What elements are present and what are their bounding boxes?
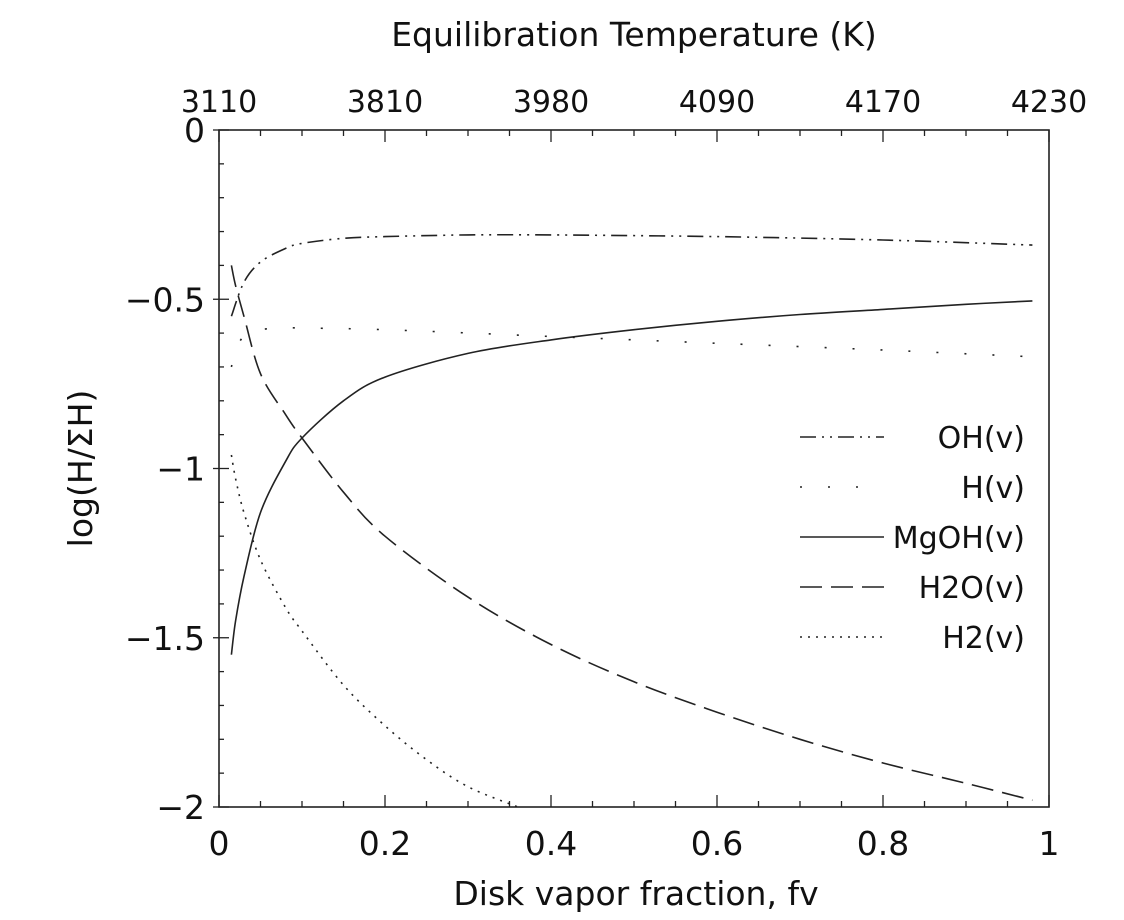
series-line-mgoh-v xyxy=(230,300,1033,655)
legend: OH(v) H(v) MgOH(v) H2O(v) H2(v) xyxy=(800,421,1025,656)
y-tick-label: 0 xyxy=(184,111,205,150)
top-tick-label: 4230 xyxy=(1011,85,1087,120)
y-tick-label: −2 xyxy=(156,788,205,827)
legend-label-h2-v: H2(v) xyxy=(942,621,1025,656)
x-tick-label: 0.8 xyxy=(857,824,909,863)
x-axis: 0 0.2 0.4 0.6 0.8 1 xyxy=(209,795,1060,863)
plot-frame xyxy=(218,129,1050,808)
x-tick-label: 0.4 xyxy=(525,824,577,863)
top-tick-label: 4090 xyxy=(679,85,755,120)
x-tick-label: 0.6 xyxy=(691,824,743,863)
series-line-h2o-v xyxy=(230,265,1033,801)
y-axis-title: log(H/ΣH) xyxy=(61,390,100,548)
legend-label-h-v: H(v) xyxy=(961,471,1025,506)
top-tick-label: 4170 xyxy=(845,85,921,120)
y-tick-label: −0.5 xyxy=(125,280,205,319)
x-tick-label: 0.2 xyxy=(359,824,411,863)
y-tick-label: −1.5 xyxy=(125,619,205,658)
top-tick-label: 3110 xyxy=(181,85,257,120)
y-tick-label: −1 xyxy=(156,450,205,489)
top-tick-label: 3980 xyxy=(513,85,589,120)
top-axis-title: Equilibration Temperature (K) xyxy=(391,15,877,54)
top-axis: 3110 3810 3980 4090 4170 4230 xyxy=(181,85,1087,142)
x-tick-label: 1 xyxy=(1039,824,1060,863)
y-axis: 0 −0.5 −1 −1.5 −2 xyxy=(125,111,229,827)
series-line-oh-v xyxy=(230,233,1033,317)
x-axis-title: Disk vapor fraction, fv xyxy=(453,874,818,913)
x-tick-label: 0 xyxy=(209,824,230,863)
series-line-h2-v xyxy=(230,454,519,808)
legend-label-oh-v: OH(v) xyxy=(938,421,1025,456)
top-tick-label: 3810 xyxy=(347,85,423,120)
series-layer xyxy=(230,233,1033,808)
series-line-h-v xyxy=(230,326,1033,368)
legend-label-mgoh-v: MgOH(v) xyxy=(893,521,1025,556)
legend-label-h2o-v: H2O(v) xyxy=(919,571,1025,606)
